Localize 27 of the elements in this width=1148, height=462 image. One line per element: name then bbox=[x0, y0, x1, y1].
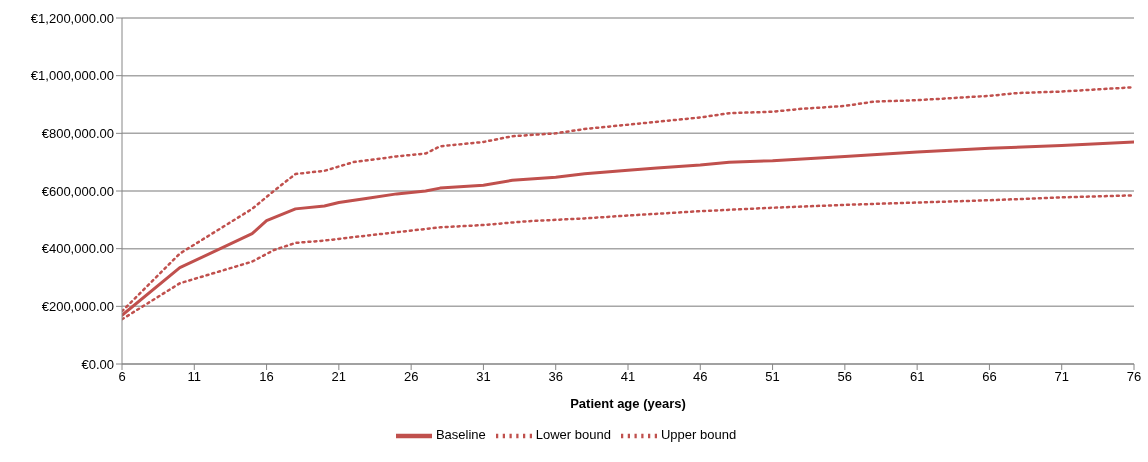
y-tick-label: €0.00 bbox=[81, 356, 114, 372]
x-tick-label: 6 bbox=[118, 369, 126, 385]
y-tick-label: €800,000.00 bbox=[41, 125, 114, 141]
x-tick-label: 51 bbox=[765, 369, 780, 385]
x-tick-label: 11 bbox=[187, 369, 202, 385]
x-tick-label: 41 bbox=[620, 369, 636, 385]
line-series bbox=[122, 85, 1134, 313]
legend-label: Baseline bbox=[435, 427, 486, 443]
x-tick-label: 66 bbox=[982, 369, 997, 385]
legend-label: Upper bound bbox=[660, 427, 737, 443]
x-tick-label: 46 bbox=[693, 369, 708, 385]
legend-label: Lower bound bbox=[535, 427, 611, 443]
y-tick-label: €400,000.00 bbox=[41, 241, 114, 257]
y-tick-label: €200,000.00 bbox=[41, 298, 114, 314]
x-tick-label: 16 bbox=[259, 369, 274, 385]
x-tick-label: 71 bbox=[1054, 369, 1069, 385]
x-tick-label: 36 bbox=[548, 369, 563, 385]
y-tick-label: €1,000,000.00 bbox=[30, 68, 114, 84]
x-tick-label: 21 bbox=[331, 369, 347, 385]
x-tick-label: 26 bbox=[403, 369, 419, 385]
x-tick-label: 31 bbox=[476, 369, 491, 385]
x-tick-label: 56 bbox=[837, 369, 853, 385]
y-tick-label: €1,200,000.00 bbox=[30, 10, 114, 26]
x-tick-label: 61 bbox=[909, 369, 925, 385]
y-tick-label: €600,000.00 bbox=[41, 183, 114, 199]
x-axis-title: Patient age (years) bbox=[570, 396, 686, 411]
x-tick-label: 76 bbox=[1126, 369, 1142, 385]
